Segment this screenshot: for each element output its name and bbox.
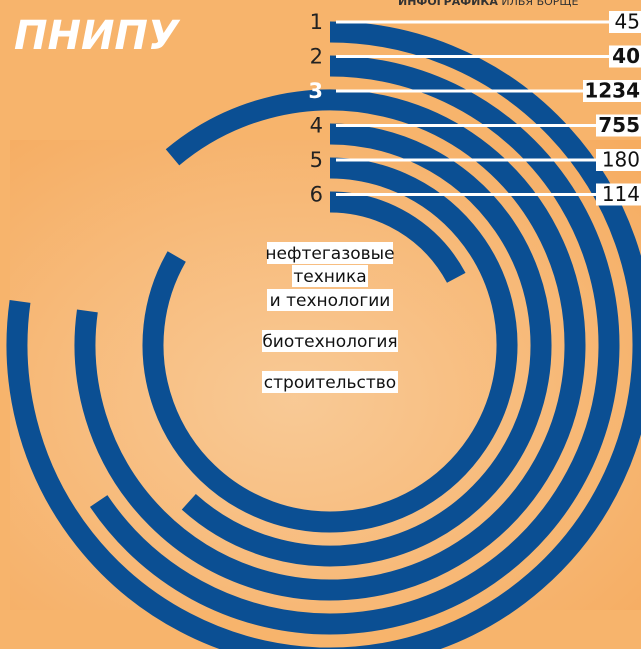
value: 1234 <box>584 79 640 103</box>
rank: 3 <box>308 79 323 103</box>
rank: 4 <box>310 114 323 138</box>
label: строительство <box>264 373 396 393</box>
credit-bold: ИНФОГРАФИКА <box>398 0 498 8</box>
rank: 1 <box>310 10 323 34</box>
infographic: ПНИПУ ИНФОГРАФИКА ИЛЬЯ БОРЩЕ 14524031234… <box>0 0 641 649</box>
value: 40 <box>612 44 640 68</box>
label: и технологии <box>270 291 391 311</box>
value: 180 <box>602 148 640 172</box>
label: биотехнология <box>262 332 397 352</box>
value: 114 <box>602 182 640 206</box>
logo: ПНИПУ <box>14 13 181 59</box>
value: 45 <box>615 10 640 34</box>
label: нефтегазовые <box>265 244 394 264</box>
value: 755 <box>598 113 640 137</box>
label: техника <box>293 267 366 287</box>
rank: 2 <box>310 45 323 69</box>
rank: 6 <box>310 183 323 207</box>
credit-name: ИЛЬЯ БОРЩЕ <box>501 0 578 8</box>
rank: 5 <box>310 148 323 172</box>
credit: ИНФОГРАФИКА ИЛЬЯ БОРЩЕ <box>398 0 578 8</box>
